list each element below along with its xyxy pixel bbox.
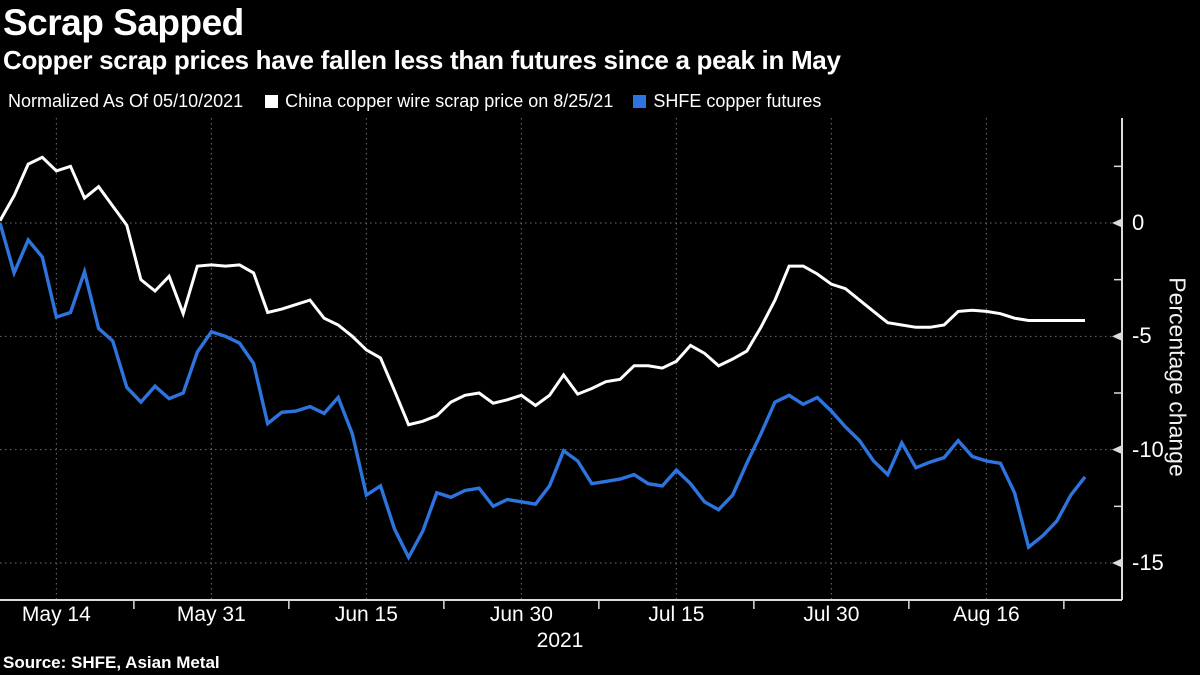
- chart-title: Scrap Sapped: [3, 2, 244, 43]
- legend-item-scrap: China copper wire scrap price on 8/25/21: [265, 91, 613, 112]
- x-tick-label: Jun 30: [489, 603, 553, 626]
- plot-area: 2021 Percentage change May 14 May 31 Jun 1…: [0, 118, 1200, 675]
- futures-line: [0, 222, 1087, 561]
- chart-subtitle: Copper scrap prices have fallen less tha…: [3, 45, 841, 75]
- x-tick-label: Jun 15: [334, 603, 398, 626]
- x-tick-label: Jul 15: [648, 603, 705, 626]
- source-note: Source: SHFE, Asian Metal: [3, 653, 220, 672]
- scrap-series-swatch-icon: [265, 95, 279, 108]
- scrap-series-label: China copper wire scrap price on 8/25/21: [285, 91, 614, 111]
- chart-svg: [0, 118, 1123, 609]
- y-tick-label: -15: [1132, 550, 1164, 575]
- y-major-tick-arrow: [1112, 445, 1122, 455]
- futures-series-swatch-icon: [633, 95, 647, 108]
- y-axis-title: Percentage change: [1164, 277, 1191, 477]
- scrap-price-line: [0, 155, 1085, 427]
- y-major-tick-arrow: [1112, 331, 1122, 341]
- futures-series-label: SHFE copper futures: [653, 91, 822, 111]
- y-tick-label: 0: [1132, 210, 1145, 235]
- y-tick-label: -10: [1132, 436, 1164, 462]
- x-tick-label: Aug 16: [953, 603, 1020, 626]
- y-major-tick-arrow: [1112, 558, 1122, 568]
- x-tick-label: Jul 30: [803, 603, 860, 626]
- legend: Normalized As Of 05/10/2021 China copper…: [8, 91, 841, 112]
- x-axis-year-label: 2021: [536, 629, 584, 652]
- x-tick-label: May 14: [21, 603, 91, 626]
- legend-note: Normalized As Of 05/10/2021: [8, 91, 244, 111]
- x-tick-label: May 31: [176, 603, 246, 626]
- y-major-tick-arrow: [1112, 218, 1122, 228]
- y-tick-label: -5: [1132, 323, 1152, 349]
- legend-item-futures: SHFE copper futures: [633, 91, 821, 112]
